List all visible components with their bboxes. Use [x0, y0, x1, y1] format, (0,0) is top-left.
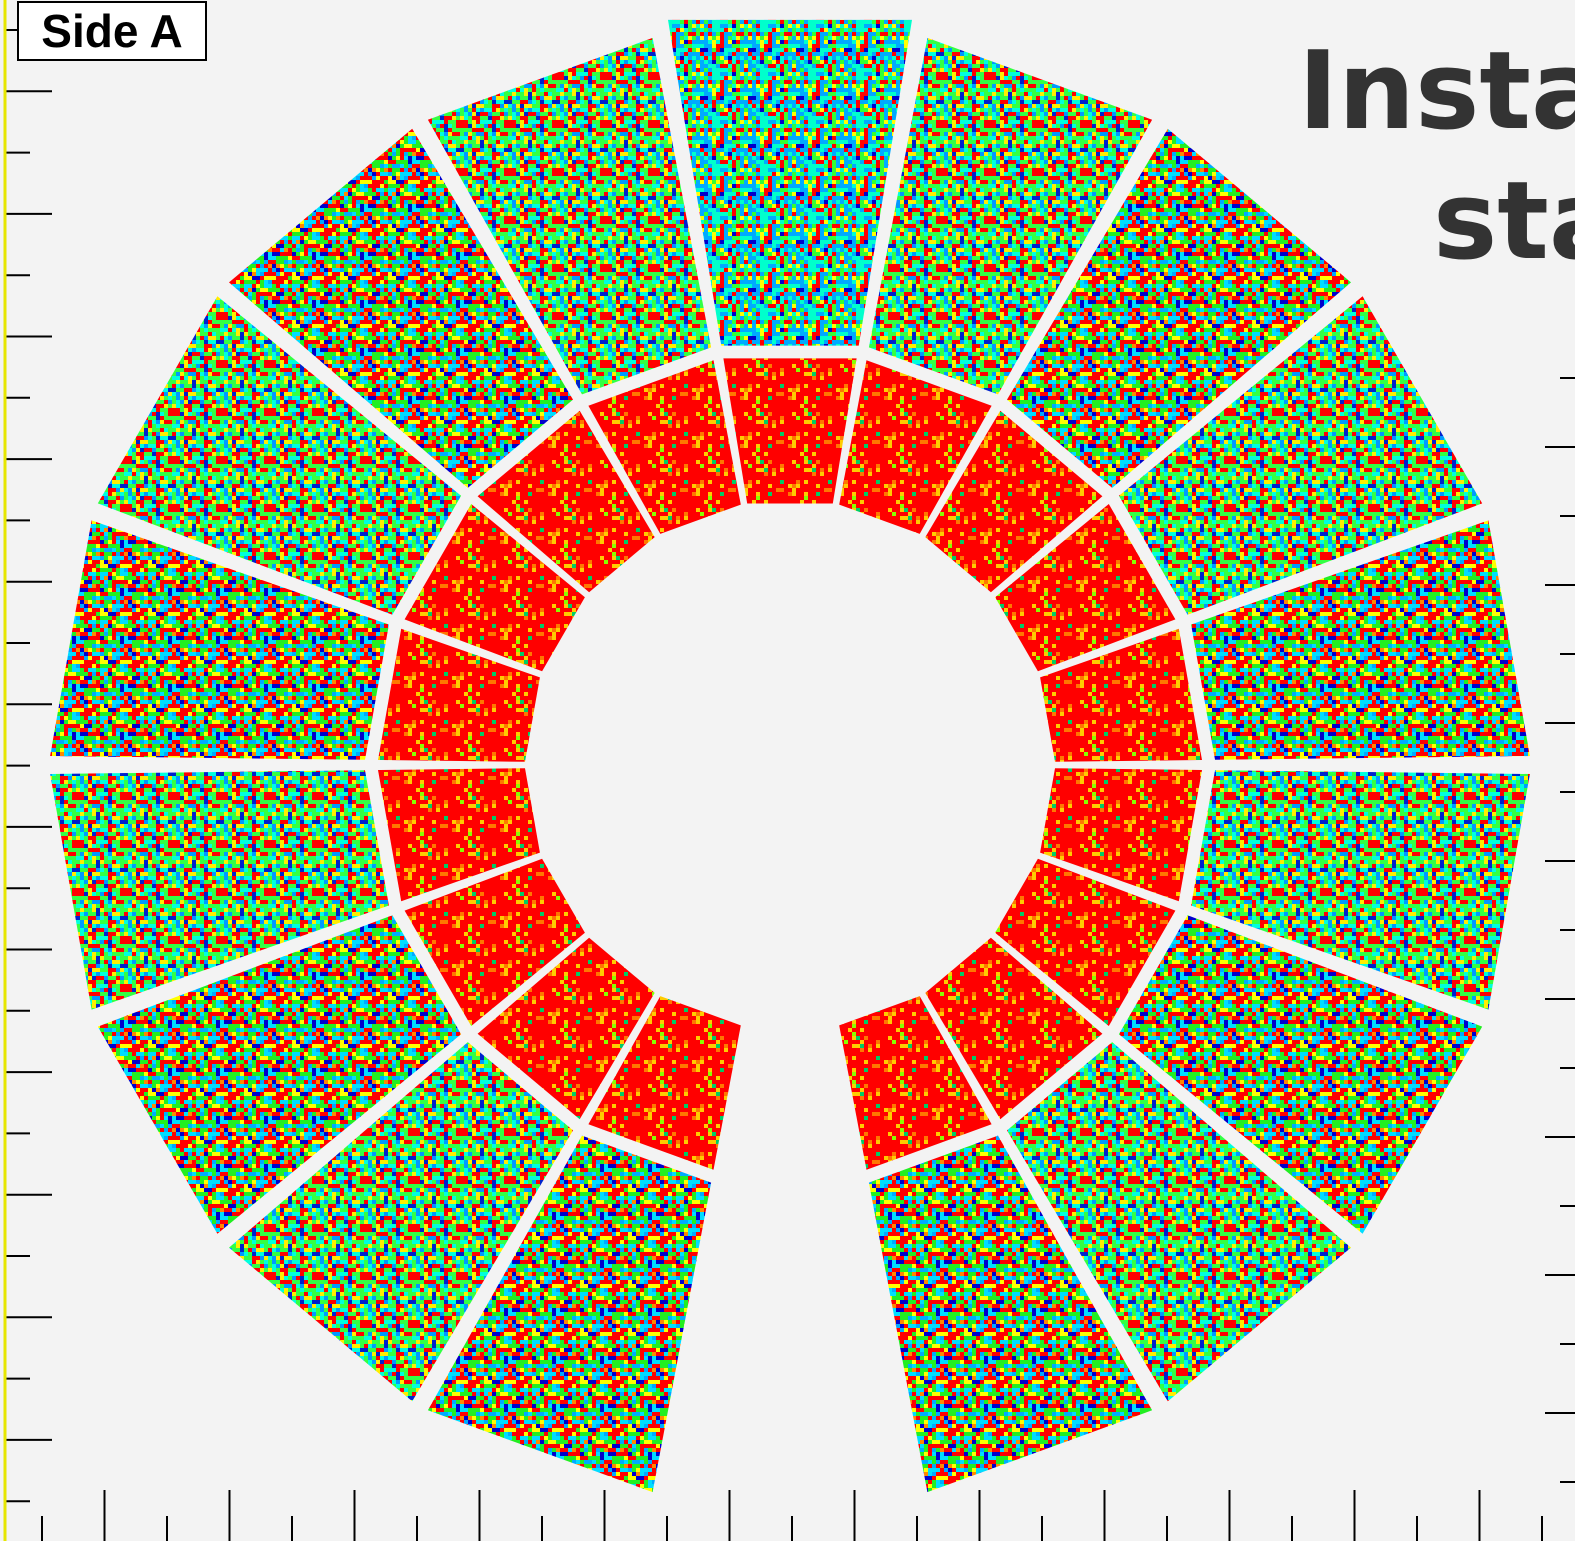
sector — [404, 858, 585, 1026]
sector — [477, 937, 655, 1120]
sector — [1191, 520, 1530, 760]
sector — [229, 128, 573, 488]
sector — [723, 358, 857, 504]
sector — [868, 37, 1153, 395]
sector — [50, 520, 389, 760]
sector — [97, 296, 462, 615]
sector — [1040, 768, 1202, 902]
sector — [477, 410, 655, 593]
sector — [668, 19, 912, 346]
sector — [588, 360, 741, 534]
sector — [925, 410, 1103, 593]
sector — [1007, 128, 1351, 488]
sector — [1040, 628, 1202, 762]
sector — [378, 628, 540, 762]
sector — [427, 1135, 712, 1493]
sector — [1118, 296, 1483, 615]
sector — [1191, 770, 1530, 1010]
title-line: Insta — [1298, 29, 1575, 154]
sector — [839, 360, 992, 534]
sector — [97, 915, 462, 1234]
title-line: sta — [1433, 159, 1575, 284]
panel-label: Side A — [41, 5, 182, 57]
sector — [995, 504, 1176, 672]
sector — [839, 996, 992, 1170]
sector — [995, 858, 1176, 1026]
sector — [404, 504, 585, 672]
sector — [378, 768, 540, 902]
sector — [229, 1042, 573, 1402]
frame-ticks — [5, 29, 1575, 1541]
sector — [1118, 915, 1483, 1234]
sector — [1007, 1042, 1351, 1402]
sector — [427, 37, 712, 395]
sector — [588, 996, 741, 1170]
sector-map — [50, 19, 1530, 1493]
sector — [868, 1135, 1153, 1493]
panel-label-box — [17, 1, 207, 61]
sector — [925, 937, 1103, 1120]
sector — [50, 770, 389, 1010]
